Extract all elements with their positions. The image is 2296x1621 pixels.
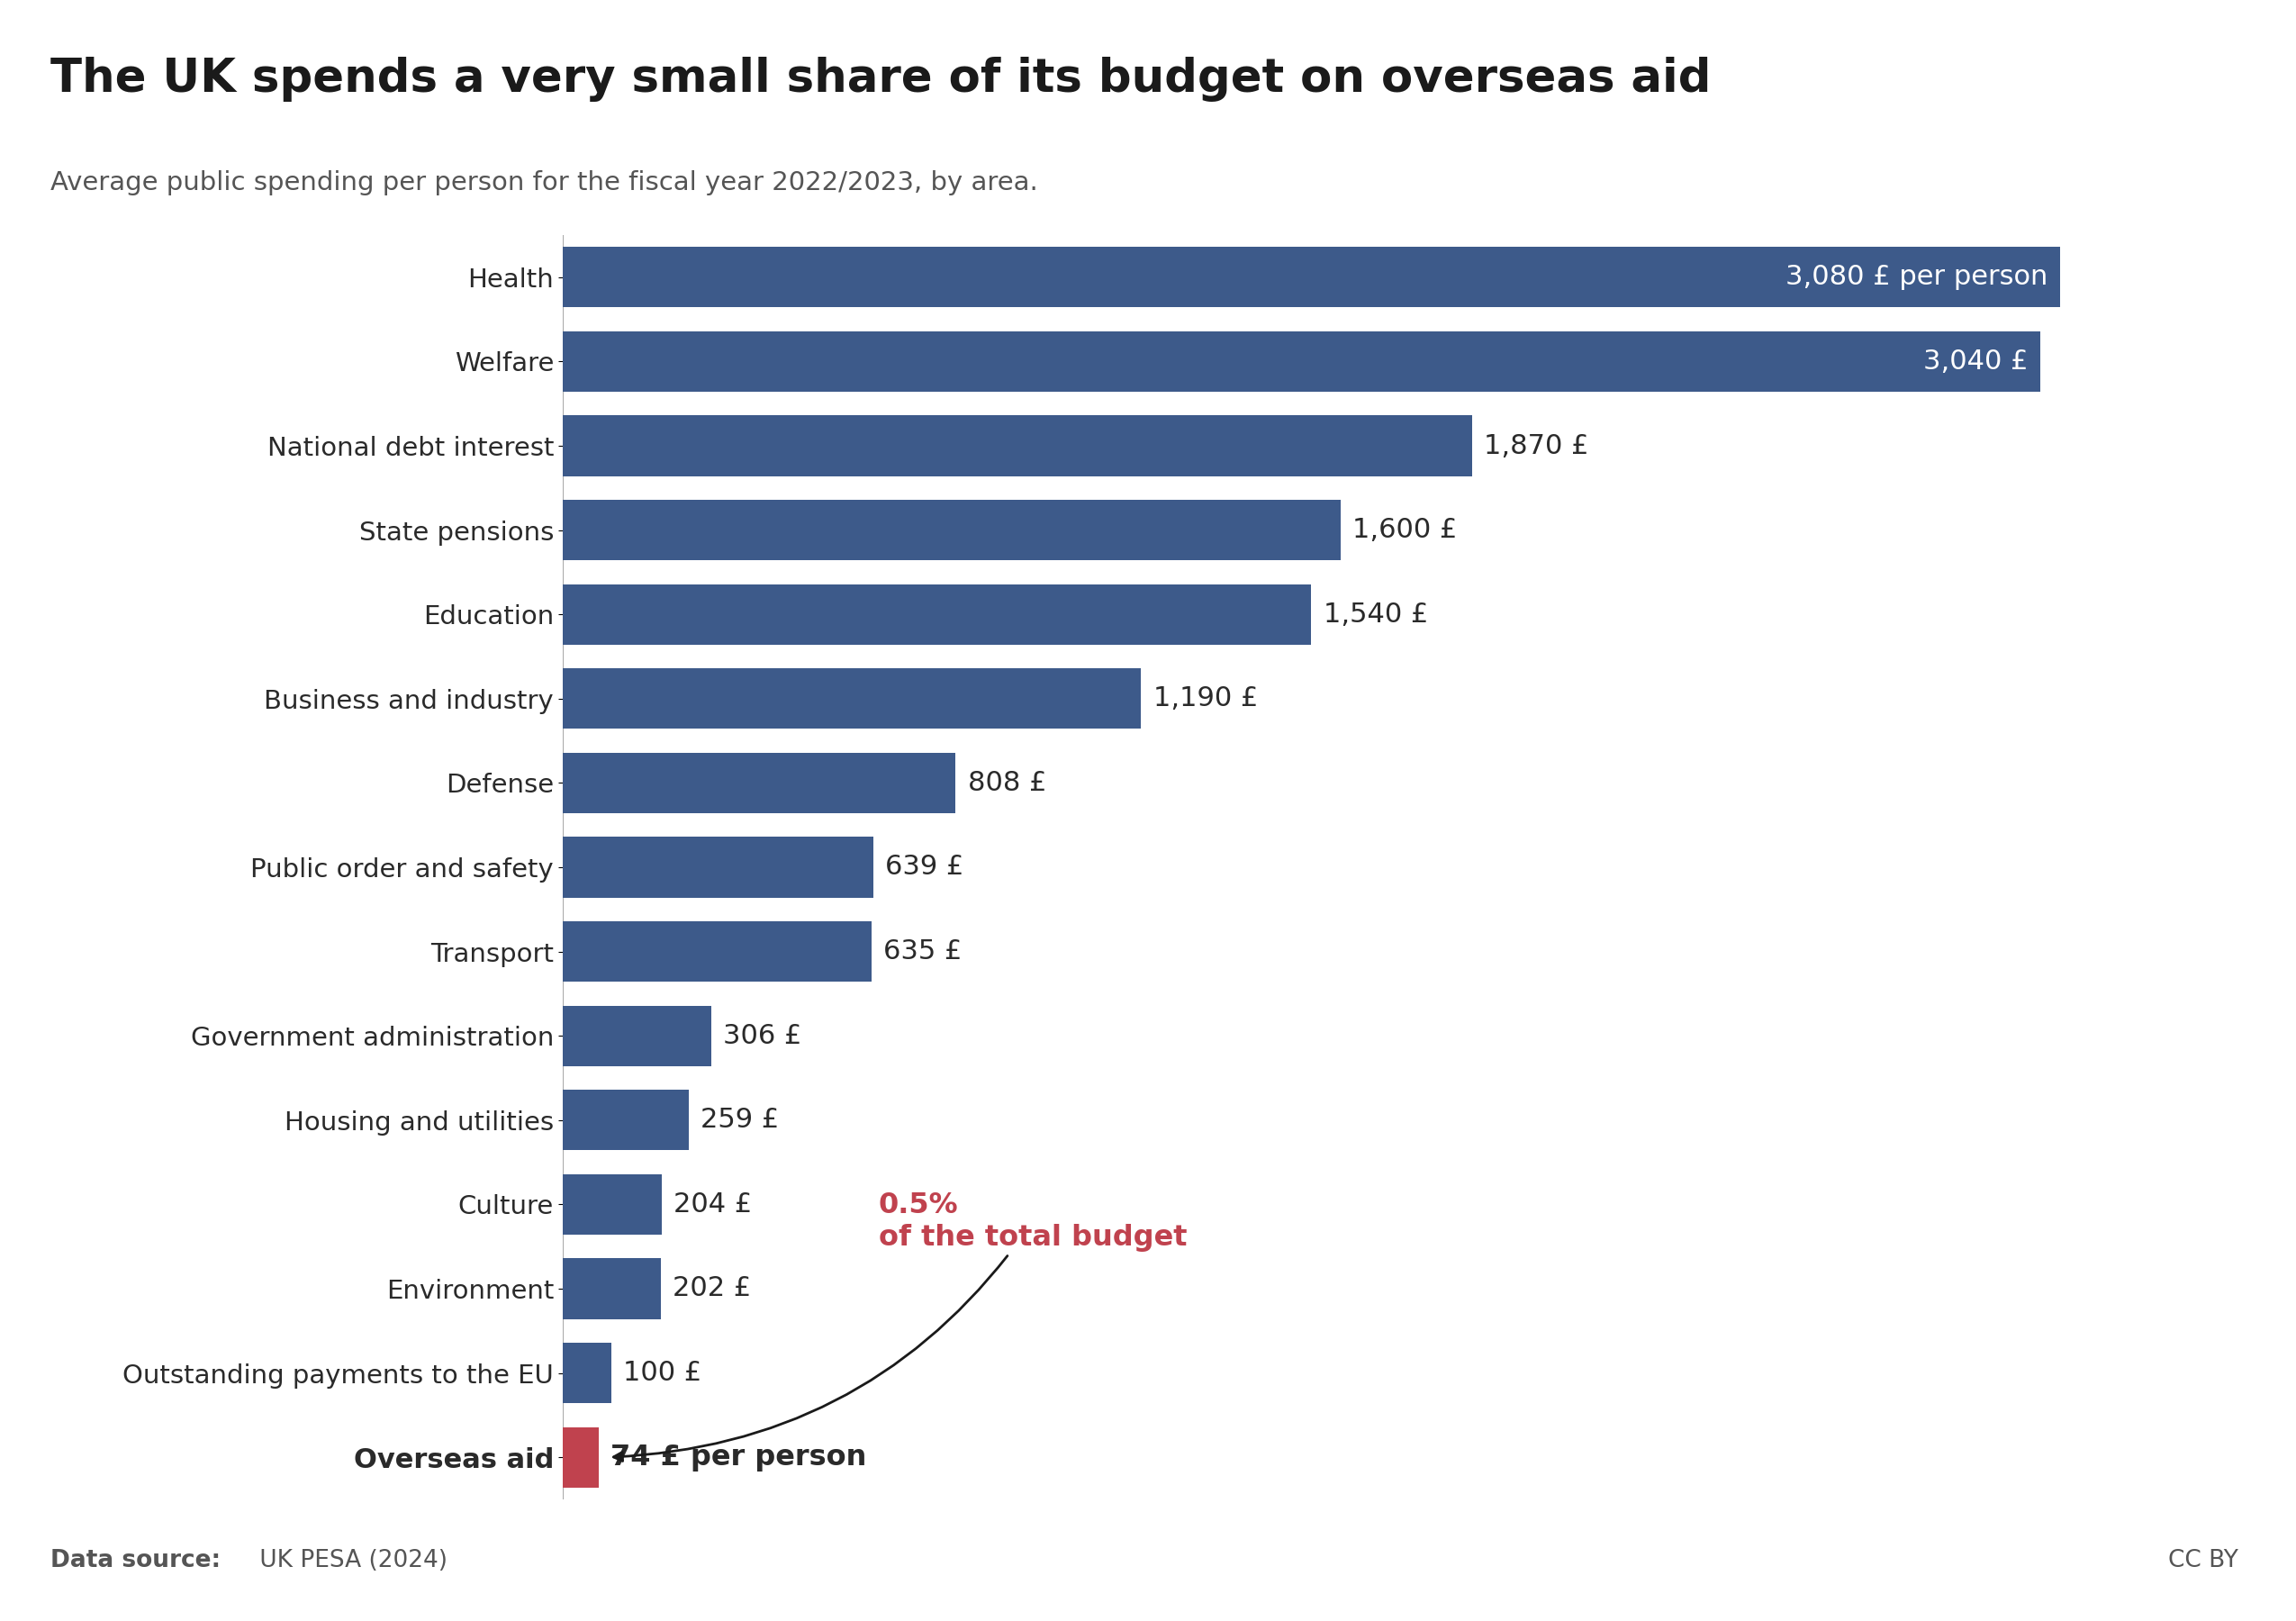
Bar [563, 1174, 661, 1235]
Text: CC BY: CC BY [2167, 1550, 2239, 1572]
Text: in Data: in Data [2071, 104, 2158, 126]
Bar [563, 1089, 689, 1151]
Bar [563, 1426, 599, 1488]
Text: The UK spends a very small share of its budget on overseas aid: The UK spends a very small share of its … [51, 57, 1711, 102]
Text: 1,190 £: 1,190 £ [1153, 686, 1258, 712]
Text: 306 £: 306 £ [723, 1023, 801, 1049]
Text: 259 £: 259 £ [700, 1107, 778, 1133]
Text: 808 £: 808 £ [967, 770, 1047, 796]
Bar [563, 921, 870, 982]
Text: 74 £ per person: 74 £ per person [611, 1443, 866, 1472]
Bar [563, 1005, 712, 1067]
Bar [563, 668, 1141, 729]
Bar [563, 584, 1311, 645]
Text: 202 £: 202 £ [673, 1276, 751, 1302]
Text: Average public spending per person for the fiscal year 2022/2023, by area.: Average public spending per person for t… [51, 170, 1038, 196]
Text: 1,600 £: 1,600 £ [1352, 517, 1458, 543]
Bar [563, 836, 872, 898]
Text: 639 £: 639 £ [886, 854, 964, 880]
Text: 1,870 £: 1,870 £ [1483, 433, 1589, 459]
Bar [563, 331, 2041, 392]
Text: 635 £: 635 £ [884, 939, 962, 964]
Text: 204 £: 204 £ [673, 1191, 753, 1217]
Bar [563, 499, 1341, 561]
Text: 100 £: 100 £ [622, 1360, 703, 1386]
Text: UK PESA (2024): UK PESA (2024) [253, 1550, 448, 1572]
Bar [563, 415, 1472, 477]
Text: Our World: Our World [2055, 55, 2174, 76]
Bar [563, 1258, 661, 1319]
Text: Data source:: Data source: [51, 1550, 220, 1572]
Text: 3,040 £: 3,040 £ [1924, 349, 2027, 374]
Text: 3,080 £ per person: 3,080 £ per person [1786, 264, 2048, 290]
Bar [563, 1342, 611, 1404]
Text: 0.5%
of the total budget: 0.5% of the total budget [613, 1191, 1187, 1461]
Bar [563, 752, 955, 814]
Bar [563, 246, 2060, 308]
Text: 1,540 £: 1,540 £ [1322, 601, 1428, 627]
